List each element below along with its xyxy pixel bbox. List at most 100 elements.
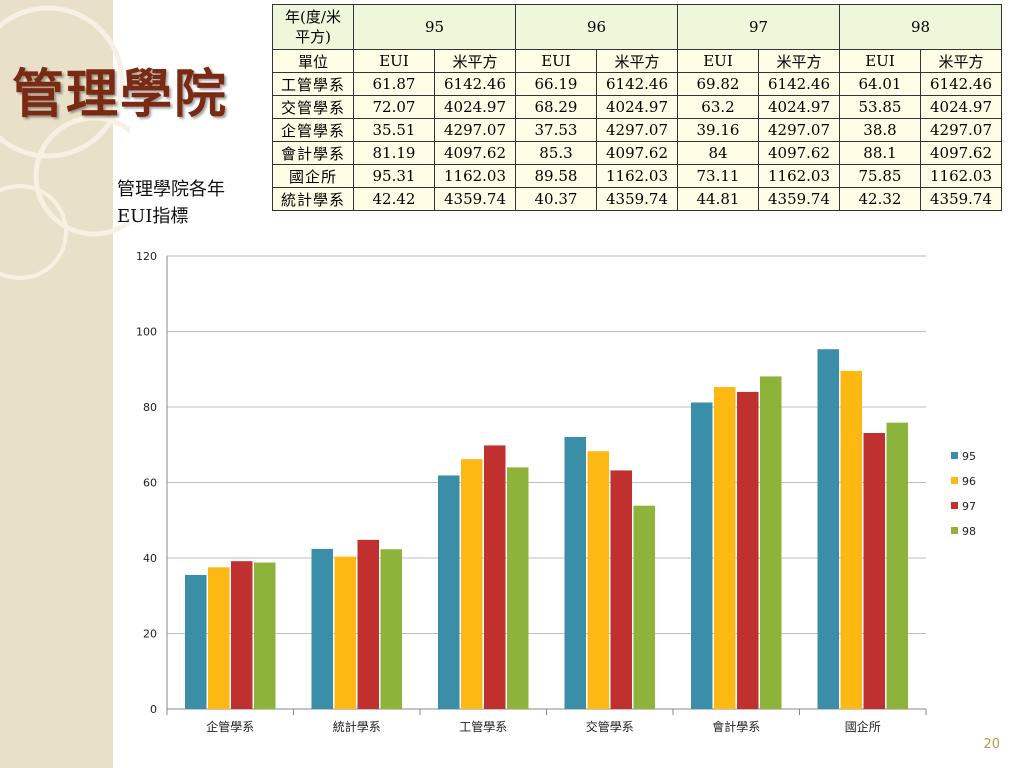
y-tick-label: 80 — [143, 401, 157, 414]
bar-95-2 — [438, 475, 460, 709]
bar-98-1 — [380, 549, 402, 709]
x-category-label: 企管學系 — [206, 719, 254, 734]
slide-title: 管理學院 — [12, 64, 229, 125]
page-number: 20 — [983, 737, 1000, 752]
area-cell: 4359.74 — [596, 187, 678, 211]
caption-line-2: EUI指標 — [117, 206, 189, 227]
legend-label: 98 — [962, 525, 976, 538]
area-cell: 1162.03 — [596, 164, 678, 188]
unit-cell: 會計學系 — [272, 141, 354, 165]
area-cell: 1162.03 — [920, 164, 1002, 188]
legend-swatch-98 — [951, 527, 958, 534]
table-header-years: 年(度/米 平方) 95 96 97 98 — [272, 4, 1002, 50]
bar-95-0 — [185, 574, 207, 709]
bar-96-3 — [587, 451, 609, 709]
metric-header: 米平方 — [920, 49, 1002, 73]
unit-header: 單位 — [272, 49, 354, 73]
eui-table: 年(度/米 平方) 95 96 97 98 單位 EUI 米平方 EUI 米平方 … — [272, 4, 1002, 211]
table-row: 統計學系 42.42 4359.74 40.37 4359.74 44.81 4359.74… — [272, 187, 1002, 211]
eui-cell: 38.8 — [839, 118, 921, 142]
area-cell: 4024.97 — [758, 95, 840, 119]
area-cell: 4297.07 — [920, 118, 1002, 142]
area-cell: 4359.74 — [758, 187, 840, 211]
eui-cell: 66.19 — [515, 72, 597, 96]
eui-cell: 42.42 — [353, 187, 435, 211]
legend-swatch-97 — [951, 502, 958, 509]
area-cell: 4097.62 — [920, 141, 1002, 165]
metric-header: 米平方 — [596, 49, 678, 73]
bar-96-5 — [840, 370, 862, 709]
unit-cell: 企管學系 — [272, 118, 354, 142]
area-cell: 6142.46 — [758, 72, 840, 96]
area-cell: 1162.03 — [434, 164, 516, 188]
bar-97-0 — [231, 561, 253, 709]
area-cell: 4097.62 — [758, 141, 840, 165]
side-decor-band — [0, 0, 113, 768]
unit-cell: 交管學系 — [272, 95, 354, 119]
bar-98-3 — [633, 505, 655, 709]
eui-cell: 73.11 — [677, 164, 759, 188]
bar-98-0 — [254, 562, 276, 709]
x-category-label: 交管學系 — [586, 719, 634, 734]
y-tick-label: 60 — [143, 477, 157, 490]
table-row: 國企所 95.31 1162.03 89.58 1162.03 73.11 1162.03 7… — [272, 164, 1002, 188]
bar-95-5 — [817, 349, 839, 709]
eui-cell: 81.19 — [353, 141, 435, 165]
bar-97-5 — [863, 433, 885, 709]
area-cell: 4359.74 — [434, 187, 516, 211]
area-cell: 4297.07 — [434, 118, 516, 142]
bar-95-4 — [691, 402, 713, 709]
bar-97-4 — [737, 391, 759, 709]
x-category-label: 國企所 — [845, 719, 881, 734]
eui-cell: 84 — [677, 141, 759, 165]
legend-label: 95 — [962, 450, 976, 463]
metric-header: 米平方 — [434, 49, 516, 73]
area-cell: 4024.97 — [920, 95, 1002, 119]
legend-label: 96 — [962, 475, 976, 488]
eui-cell: 88.1 — [839, 141, 921, 165]
metric-header: EUI — [515, 49, 597, 73]
bar-97-2 — [484, 445, 506, 709]
y-tick-label: 20 — [143, 628, 157, 641]
y-tick-label: 100 — [136, 326, 157, 339]
area-cell: 6142.46 — [596, 72, 678, 96]
x-category-label: 會計學系 — [712, 719, 760, 734]
area-cell: 4024.97 — [596, 95, 678, 119]
eui-cell: 89.58 — [515, 164, 597, 188]
year-header: 98 — [839, 4, 1002, 50]
area-cell: 4297.07 — [596, 118, 678, 142]
table-row: 交管學系 72.07 4024.97 68.29 4024.97 63.2 4024.97 5… — [272, 95, 1002, 119]
eui-cell: 42.32 — [839, 187, 921, 211]
eui-cell: 63.2 — [677, 95, 759, 119]
y-tick-label: 120 — [136, 250, 157, 263]
bar-98-4 — [760, 376, 782, 709]
y-tick-label: 0 — [150, 703, 157, 716]
bar-96-0 — [208, 567, 230, 709]
bar-96-1 — [334, 556, 356, 709]
table-row: 工管學系 61.87 6142.46 66.19 6142.46 69.82 6142.46… — [272, 72, 1002, 96]
legend-swatch-95 — [951, 452, 958, 459]
eui-cell: 69.82 — [677, 72, 759, 96]
area-cell: 4097.62 — [434, 141, 516, 165]
bar-95-1 — [311, 548, 333, 709]
x-category-label: 工管學系 — [459, 719, 507, 734]
corner-header: 年(度/米 平方) — [272, 4, 354, 50]
x-category-label: 統計學系 — [333, 719, 381, 734]
area-cell: 4359.74 — [920, 187, 1002, 211]
year-header: 97 — [677, 4, 840, 50]
legend-swatch-96 — [951, 477, 958, 484]
y-tick-label: 40 — [143, 552, 157, 565]
legend-label: 97 — [962, 500, 976, 513]
bar-96-2 — [461, 459, 483, 709]
bar-98-5 — [886, 422, 908, 709]
caption-line-1: 管理學院各年 — [117, 179, 225, 200]
eui-cell: 61.87 — [353, 72, 435, 96]
bar-95-3 — [564, 436, 586, 709]
metric-header: EUI — [677, 49, 759, 73]
eui-cell: 95.31 — [353, 164, 435, 188]
area-cell: 4024.97 — [434, 95, 516, 119]
eui-cell: 85.3 — [515, 141, 597, 165]
bar-98-2 — [507, 467, 529, 709]
eui-cell: 72.07 — [353, 95, 435, 119]
year-header: 96 — [515, 4, 678, 50]
